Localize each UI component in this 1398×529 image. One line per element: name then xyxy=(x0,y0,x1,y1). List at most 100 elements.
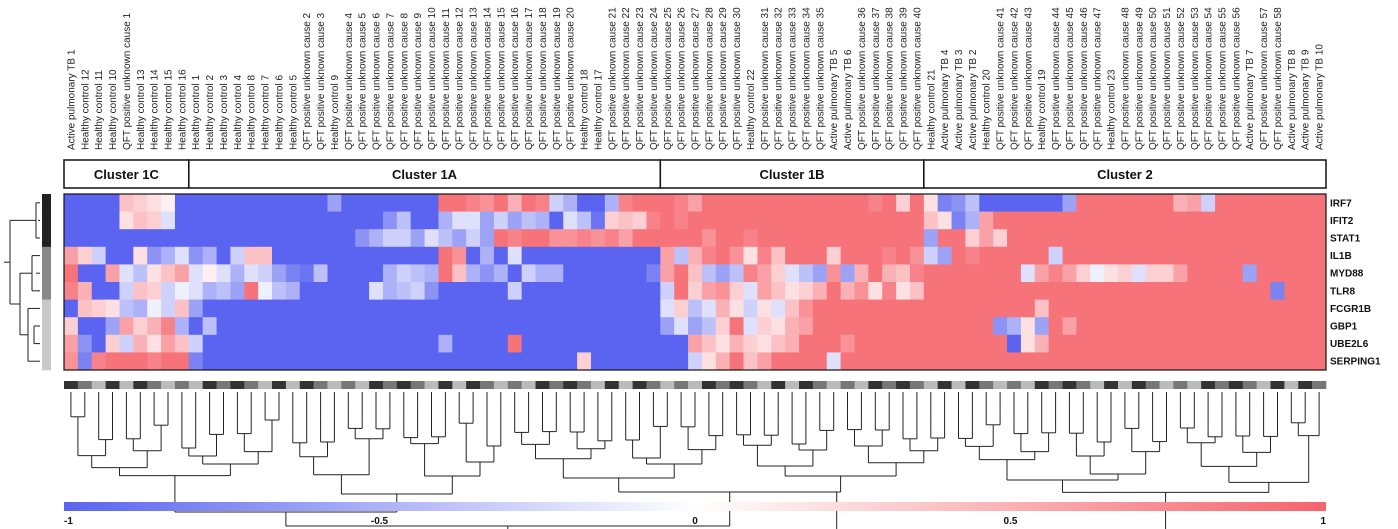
heatmap-cell xyxy=(965,282,980,300)
heatmap-cell xyxy=(785,299,800,318)
heatmap-cell xyxy=(1062,352,1077,371)
heatmap-cell xyxy=(993,299,1008,318)
heatmap-cell xyxy=(507,246,523,265)
heatmap-cell xyxy=(1034,299,1050,318)
heatmap-cell xyxy=(493,334,509,353)
heatmap-cell xyxy=(535,352,550,371)
heatmap-cell xyxy=(923,211,939,230)
heatmap-cell xyxy=(715,352,731,371)
heatmap-cell xyxy=(1215,299,1230,318)
heatmap-cell xyxy=(590,229,606,248)
heatmap-cell xyxy=(1117,352,1133,371)
heatmap-cell xyxy=(119,194,134,212)
column-label: QFT positive unknown cause 58 xyxy=(1273,7,1284,150)
heatmap-cell xyxy=(993,282,1008,300)
column-shade-cell xyxy=(1076,381,1091,389)
heatmap-cell xyxy=(285,282,301,300)
heatmap-cell xyxy=(521,282,536,300)
heatmap-cell xyxy=(133,352,148,371)
heatmap-cell xyxy=(1242,334,1258,353)
heatmap-cell xyxy=(272,352,287,371)
heatmap-cell xyxy=(951,282,966,300)
heatmap-cell xyxy=(1256,334,1271,353)
heatmap-cell xyxy=(979,246,994,265)
heatmap-cell xyxy=(369,334,384,353)
heatmap-cell xyxy=(1187,246,1202,265)
heatmap-cell xyxy=(715,317,731,336)
column-shade-cell xyxy=(77,381,93,389)
heatmap-cell xyxy=(854,194,869,212)
heatmap-cell xyxy=(1076,352,1091,371)
row-group-cell xyxy=(42,352,51,371)
heatmap-cell xyxy=(909,317,925,336)
column-shade-cell xyxy=(64,381,79,389)
column-label: QFT positive unknown cause 19 xyxy=(552,7,563,150)
heatmap-cell xyxy=(313,282,328,300)
heatmap-cell xyxy=(230,299,245,318)
column-label: QFT positive unknown cause 28 xyxy=(704,7,715,150)
heatmap-cell xyxy=(161,352,176,371)
heatmap-cell xyxy=(1145,352,1160,371)
heatmap-cell xyxy=(133,194,148,212)
heatmap-cell xyxy=(1298,317,1313,336)
heatmap-cell xyxy=(1076,282,1091,300)
column-label: Healthy control 4 xyxy=(233,75,244,150)
heatmap-cell xyxy=(202,229,217,248)
heatmap-cell xyxy=(1298,264,1313,283)
heatmap-cell xyxy=(438,229,453,248)
heatmap-cell xyxy=(785,334,800,353)
heatmap-cell xyxy=(133,282,148,300)
column-shade-cell xyxy=(535,381,550,389)
heatmap-cell xyxy=(202,264,217,283)
heatmap-cell xyxy=(1020,264,1036,283)
heatmap-cell xyxy=(452,352,467,371)
heatmap-cell xyxy=(1117,264,1133,283)
heatmap-cell xyxy=(868,211,883,230)
heatmap-cell xyxy=(1034,317,1050,336)
heatmap-cell xyxy=(979,334,994,353)
heatmap-cell xyxy=(410,299,425,318)
heatmap-cell xyxy=(896,299,911,318)
heatmap-cell xyxy=(466,264,481,283)
heatmap-cell xyxy=(563,194,578,212)
column-label: QFT positive unknown cause 1 xyxy=(122,12,133,150)
heatmap-cell xyxy=(1173,317,1188,336)
heatmap-cell xyxy=(715,246,731,265)
heatmap-cell xyxy=(771,299,786,318)
heatmap-cell xyxy=(1187,229,1202,248)
heatmap-cell xyxy=(258,194,273,212)
heatmap-cell xyxy=(1228,194,1244,212)
heatmap-cell xyxy=(313,211,328,230)
heatmap-cell xyxy=(77,264,93,283)
heatmap-cell xyxy=(563,282,578,300)
heatmap-cell xyxy=(1034,334,1050,353)
column-shade-cell xyxy=(1298,381,1313,389)
heatmap-cell xyxy=(1131,299,1147,318)
column-label: QFT positive unknown cause 46 xyxy=(1079,7,1090,150)
heatmap-cell xyxy=(1159,211,1174,230)
heatmap-cell xyxy=(646,264,661,283)
heatmap-cell xyxy=(909,211,925,230)
column-shade-cell xyxy=(244,381,259,389)
heatmap-cell xyxy=(1020,317,1036,336)
heatmap-cell xyxy=(327,211,342,230)
heatmap-cell xyxy=(1104,317,1119,336)
column-label: Active pulmonary TB 5 xyxy=(829,49,840,150)
heatmap-cell xyxy=(812,334,828,353)
heatmap-cell xyxy=(1173,299,1188,318)
column-label: Active pulmonary TB 9 xyxy=(1301,49,1312,150)
heatmap-cell xyxy=(521,194,536,212)
heatmap-cell xyxy=(535,229,550,248)
heatmap-cell xyxy=(1215,317,1230,336)
heatmap-cell xyxy=(979,352,994,371)
heatmap-cell xyxy=(299,264,315,283)
heatmap-cell xyxy=(382,334,398,353)
heatmap-cell xyxy=(174,317,190,336)
heatmap-cell xyxy=(119,299,134,318)
heatmap-cell xyxy=(923,282,939,300)
heatmap-cell xyxy=(1173,229,1188,248)
heatmap-cell xyxy=(382,299,398,318)
heatmap-cell xyxy=(1242,246,1258,265)
heatmap-cell xyxy=(868,334,883,353)
heatmap-cell xyxy=(438,246,453,265)
